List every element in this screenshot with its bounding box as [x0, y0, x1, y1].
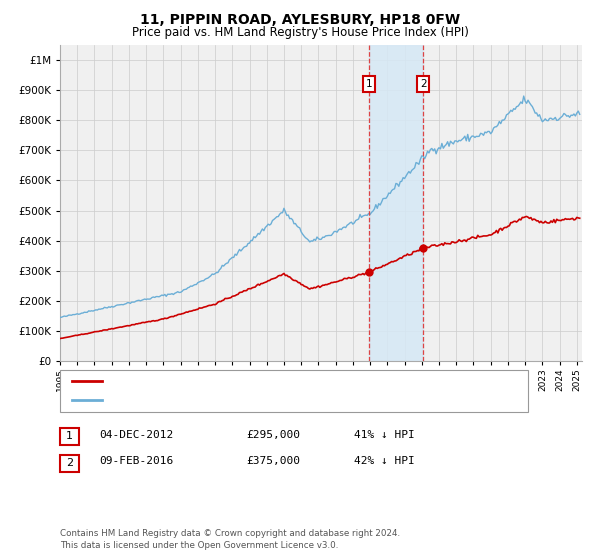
- Text: HPI: Average price, detached house, Buckinghamshire: HPI: Average price, detached house, Buck…: [111, 395, 395, 405]
- Text: 2: 2: [66, 458, 73, 468]
- Text: Contains HM Land Registry data © Crown copyright and database right 2024.: Contains HM Land Registry data © Crown c…: [60, 529, 400, 538]
- Text: 2: 2: [420, 79, 427, 89]
- Text: £375,000: £375,000: [246, 456, 300, 466]
- Text: 11, PIPPIN ROAD, AYLESBURY, HP18 0FW (detached house): 11, PIPPIN ROAD, AYLESBURY, HP18 0FW (de…: [111, 376, 417, 386]
- Text: 1: 1: [66, 431, 73, 441]
- Text: £295,000: £295,000: [246, 430, 300, 440]
- Text: 11, PIPPIN ROAD, AYLESBURY, HP18 0FW: 11, PIPPIN ROAD, AYLESBURY, HP18 0FW: [140, 13, 460, 27]
- Text: 09-FEB-2016: 09-FEB-2016: [99, 456, 173, 466]
- Text: 42% ↓ HPI: 42% ↓ HPI: [354, 456, 415, 466]
- Text: 04-DEC-2012: 04-DEC-2012: [99, 430, 173, 440]
- Bar: [368, 45, 423, 361]
- Text: Price paid vs. HM Land Registry's House Price Index (HPI): Price paid vs. HM Land Registry's House …: [131, 26, 469, 39]
- Text: 41% ↓ HPI: 41% ↓ HPI: [354, 430, 415, 440]
- Text: 1: 1: [365, 79, 372, 89]
- Text: This data is licensed under the Open Government Licence v3.0.: This data is licensed under the Open Gov…: [60, 541, 338, 550]
